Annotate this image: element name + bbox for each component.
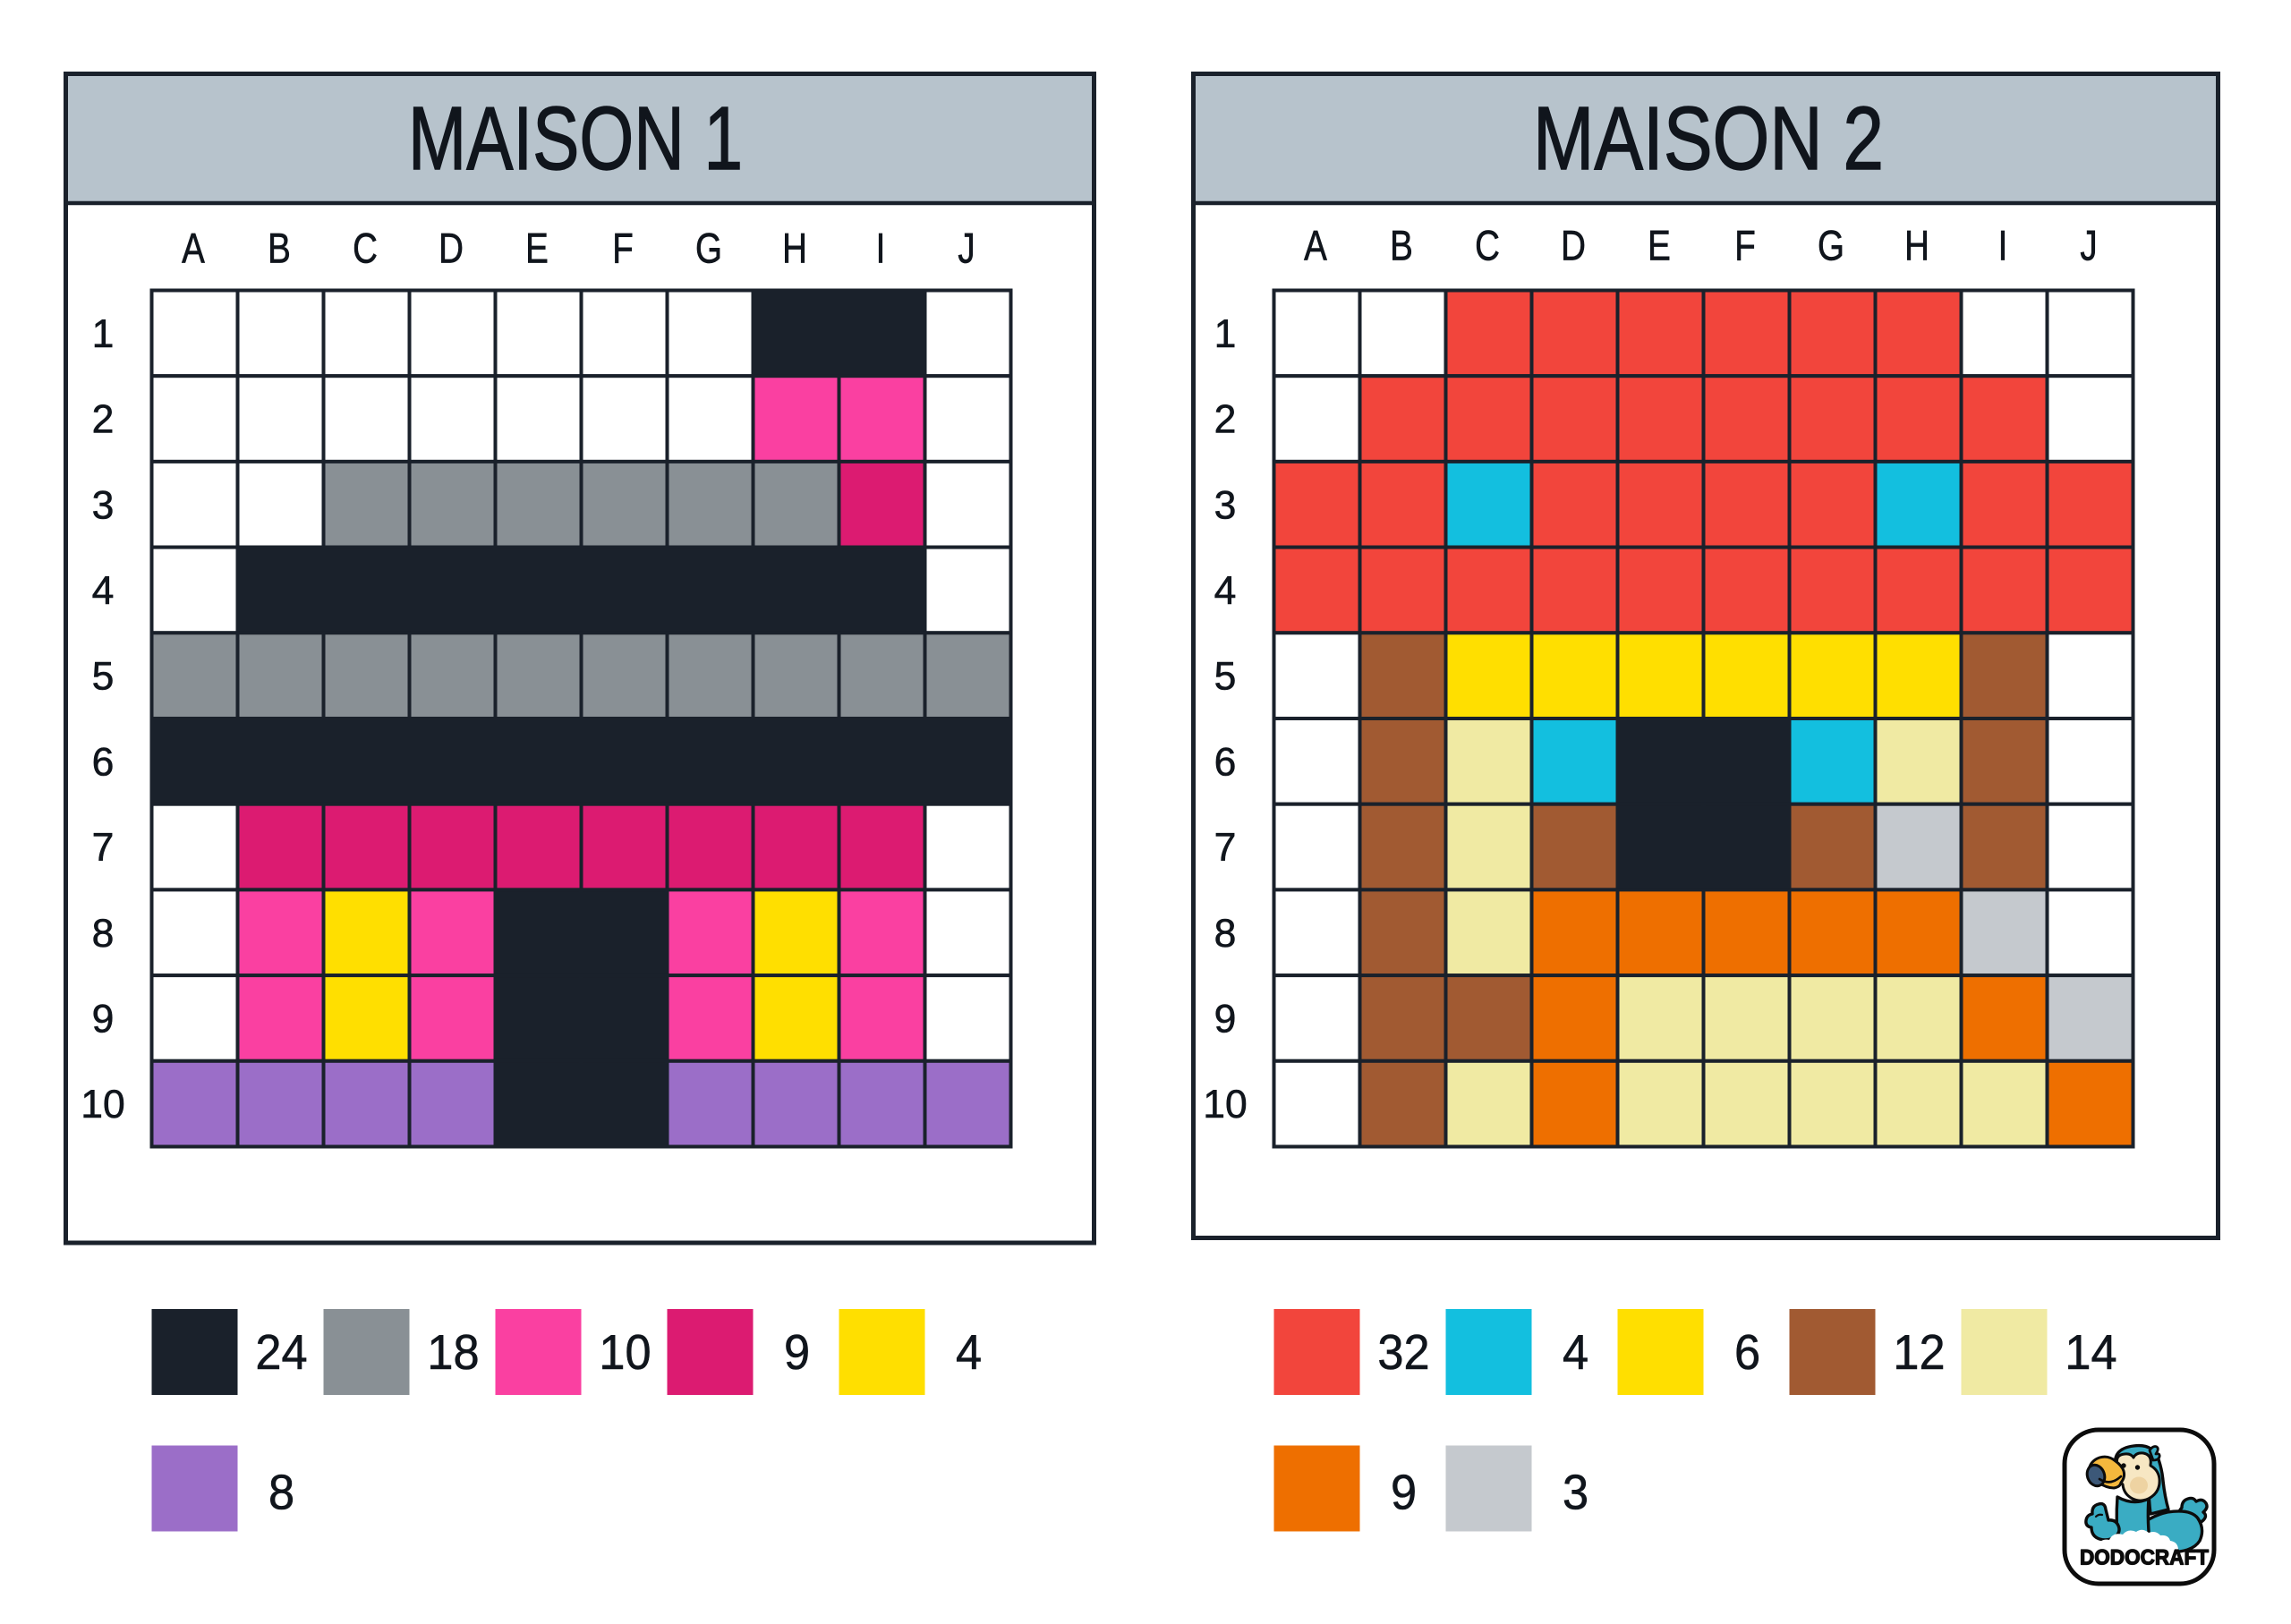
svg-text:9: 9 xyxy=(1391,1467,1417,1520)
svg-text:4: 4 xyxy=(956,1326,982,1380)
svg-text:G: G xyxy=(1818,223,1844,269)
svg-text:C: C xyxy=(353,225,378,272)
svg-text:MAISON 2: MAISON 2 xyxy=(1533,89,1884,189)
svg-text:C: C xyxy=(1475,223,1500,269)
svg-text:9: 9 xyxy=(784,1326,810,1380)
svg-text:J: J xyxy=(958,225,975,272)
svg-text:4: 4 xyxy=(1563,1326,1588,1380)
svg-text:2: 2 xyxy=(1214,398,1237,442)
svg-text:E: E xyxy=(1648,223,1671,269)
svg-text:12: 12 xyxy=(1893,1326,1945,1380)
svg-text:J: J xyxy=(2080,223,2097,269)
svg-text:H: H xyxy=(1904,223,1929,269)
svg-text:F: F xyxy=(1734,223,1756,269)
svg-text:D: D xyxy=(439,225,464,272)
svg-text:10: 10 xyxy=(1203,1083,1248,1127)
svg-text:2: 2 xyxy=(92,398,115,442)
svg-text:H: H xyxy=(782,225,807,272)
svg-text:I: I xyxy=(1998,223,2008,269)
svg-text:D: D xyxy=(1561,223,1586,269)
svg-text:DODOCRAFT: DODOCRAFT xyxy=(2080,1546,2209,1570)
svg-text:5: 5 xyxy=(92,655,115,699)
svg-text:8: 8 xyxy=(1214,912,1237,956)
svg-text:MAISON 1: MAISON 1 xyxy=(408,89,743,189)
svg-text:B: B xyxy=(268,225,291,272)
svg-text:9: 9 xyxy=(1214,998,1237,1042)
svg-text:10: 10 xyxy=(599,1326,651,1380)
svg-text:3: 3 xyxy=(92,483,115,527)
svg-text:6: 6 xyxy=(1214,740,1237,784)
svg-text:1: 1 xyxy=(1214,312,1237,356)
svg-text:E: E xyxy=(525,225,549,272)
svg-text:18: 18 xyxy=(427,1326,479,1380)
svg-text:24: 24 xyxy=(255,1326,307,1380)
svg-text:F: F xyxy=(612,225,634,272)
svg-text:B: B xyxy=(1390,223,1413,269)
svg-text:6: 6 xyxy=(92,740,115,784)
svg-text:I: I xyxy=(876,225,886,272)
svg-text:6: 6 xyxy=(1734,1326,1760,1380)
svg-text:3: 3 xyxy=(1214,483,1237,527)
svg-text:8: 8 xyxy=(92,912,115,956)
svg-text:1: 1 xyxy=(92,312,115,356)
svg-text:4: 4 xyxy=(1214,569,1237,613)
svg-text:A: A xyxy=(182,225,205,272)
svg-text:4: 4 xyxy=(92,569,115,613)
svg-text:5: 5 xyxy=(1214,655,1237,699)
svg-text:32: 32 xyxy=(1377,1326,1429,1380)
svg-text:10: 10 xyxy=(81,1083,125,1127)
svg-text:7: 7 xyxy=(1214,826,1237,870)
svg-text:8: 8 xyxy=(268,1467,294,1520)
svg-text:3: 3 xyxy=(1563,1467,1588,1520)
svg-text:9: 9 xyxy=(92,998,115,1042)
svg-text:A: A xyxy=(1304,223,1327,269)
svg-text:G: G xyxy=(695,225,722,272)
svg-text:14: 14 xyxy=(2065,1326,2116,1380)
svg-text:7: 7 xyxy=(92,826,115,870)
